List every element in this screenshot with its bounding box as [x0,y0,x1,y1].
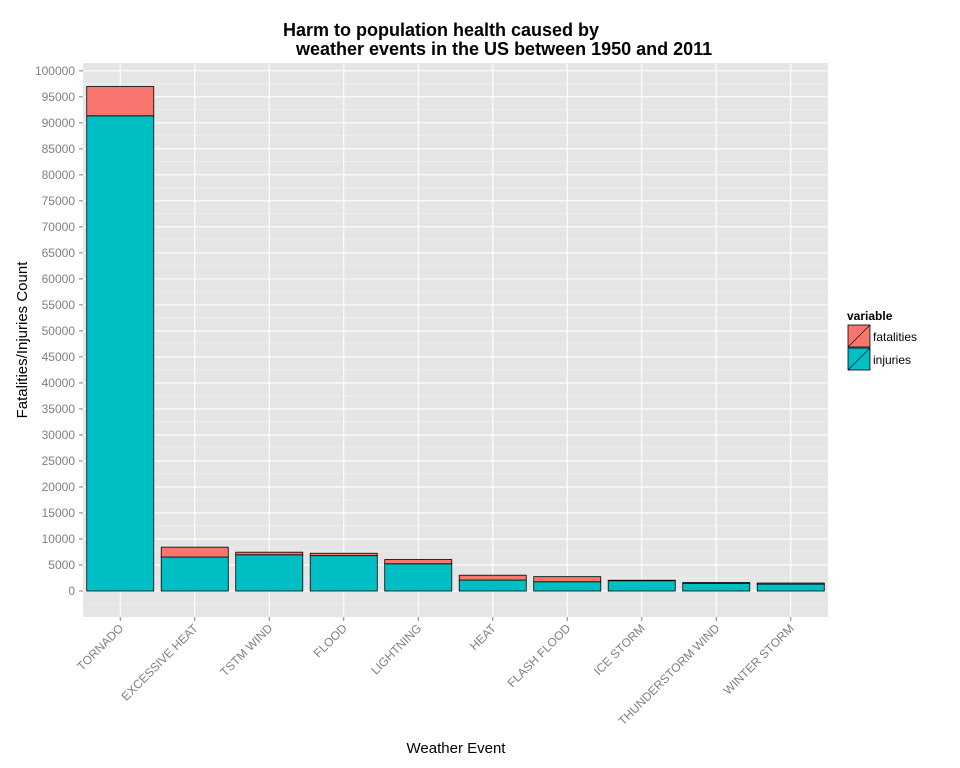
y-tick-label: 55000 [42,298,76,312]
x-tick-label: EXCESSIVE HEAT [119,621,202,704]
y-tick-label: 85000 [42,142,76,156]
x-tick-label: TSTM WIND [217,621,275,679]
bar-injuries [235,554,304,592]
y-tick-label: 95000 [42,90,76,104]
bar-injuries [533,581,602,592]
bar-injuries [756,583,825,592]
legend-label-injuries: injuries [873,353,911,367]
legend-key-slash [847,347,871,371]
x-tick-label: HEAT [467,621,499,653]
y-axis-ticks: 0 5000 10000 15000 20000 25000 30000 35000 40000… [35,64,83,598]
y-tick-label: 15000 [42,506,76,520]
bar-injuries [682,582,751,592]
y-tick-label: 80000 [42,168,76,182]
chart-title-line2: weather events in the US between 1950 an… [295,39,712,59]
y-axis-title: Fatalities/Injuries Count [14,261,31,419]
legend: variable fatalities injuries [847,309,917,371]
x-tick-label: FLOOD [311,621,350,660]
legend-title: variable [847,309,893,323]
bar-injuries [309,555,378,592]
y-tick-label: 65000 [42,246,76,260]
bar-fatalities [458,574,527,581]
bar-fatalities [682,582,751,584]
y-tick-label: 20000 [42,480,76,494]
bar-fatalities [86,86,155,117]
bar-fatalities [756,582,825,585]
y-tick-label: 75000 [42,194,76,208]
legend-label-fatalities: fatalities [873,330,917,344]
y-tick-label: 70000 [42,220,76,234]
y-tick-label: 30000 [42,428,76,442]
y-tick-label: 50000 [42,324,76,338]
x-axis-title: Weather Event [407,740,507,757]
bar-fatalities [309,552,378,557]
bar-fatalities [533,576,602,583]
chart-title-line1: Harm to population health caused by [283,20,599,40]
bar-fatalities [160,546,229,558]
y-tick-label: 35000 [42,402,76,416]
y-tick-label: 5000 [48,558,75,572]
x-tick-label: LIGHTNING [368,621,424,677]
y-tick-label: 90000 [42,116,76,130]
x-tick-label: WINTER STORM [721,621,797,697]
y-tick-label: 10000 [42,532,76,546]
bar-injuries [384,563,453,592]
x-tick-label: ICE STORM [591,621,648,678]
plot-panel [83,63,828,617]
legend-key-slash [847,324,871,348]
bars [86,86,825,592]
x-tick-label: FLASH FLOOD [505,621,574,690]
bar-injuries [458,579,527,592]
y-tick-label: 60000 [42,272,76,286]
bar-injuries [160,556,229,592]
y-tick-label: 25000 [42,454,76,468]
bar-injuries [86,115,155,592]
bar-injuries [607,580,676,592]
y-tick-label: 0 [68,584,75,598]
bar-fatalities [384,559,453,565]
y-tick-label: 100000 [35,64,75,78]
y-tick-label: 45000 [42,350,76,364]
x-tick-label: TORNADO [74,621,126,673]
bar-fatalities [235,551,304,556]
y-tick-label: 40000 [42,376,76,390]
